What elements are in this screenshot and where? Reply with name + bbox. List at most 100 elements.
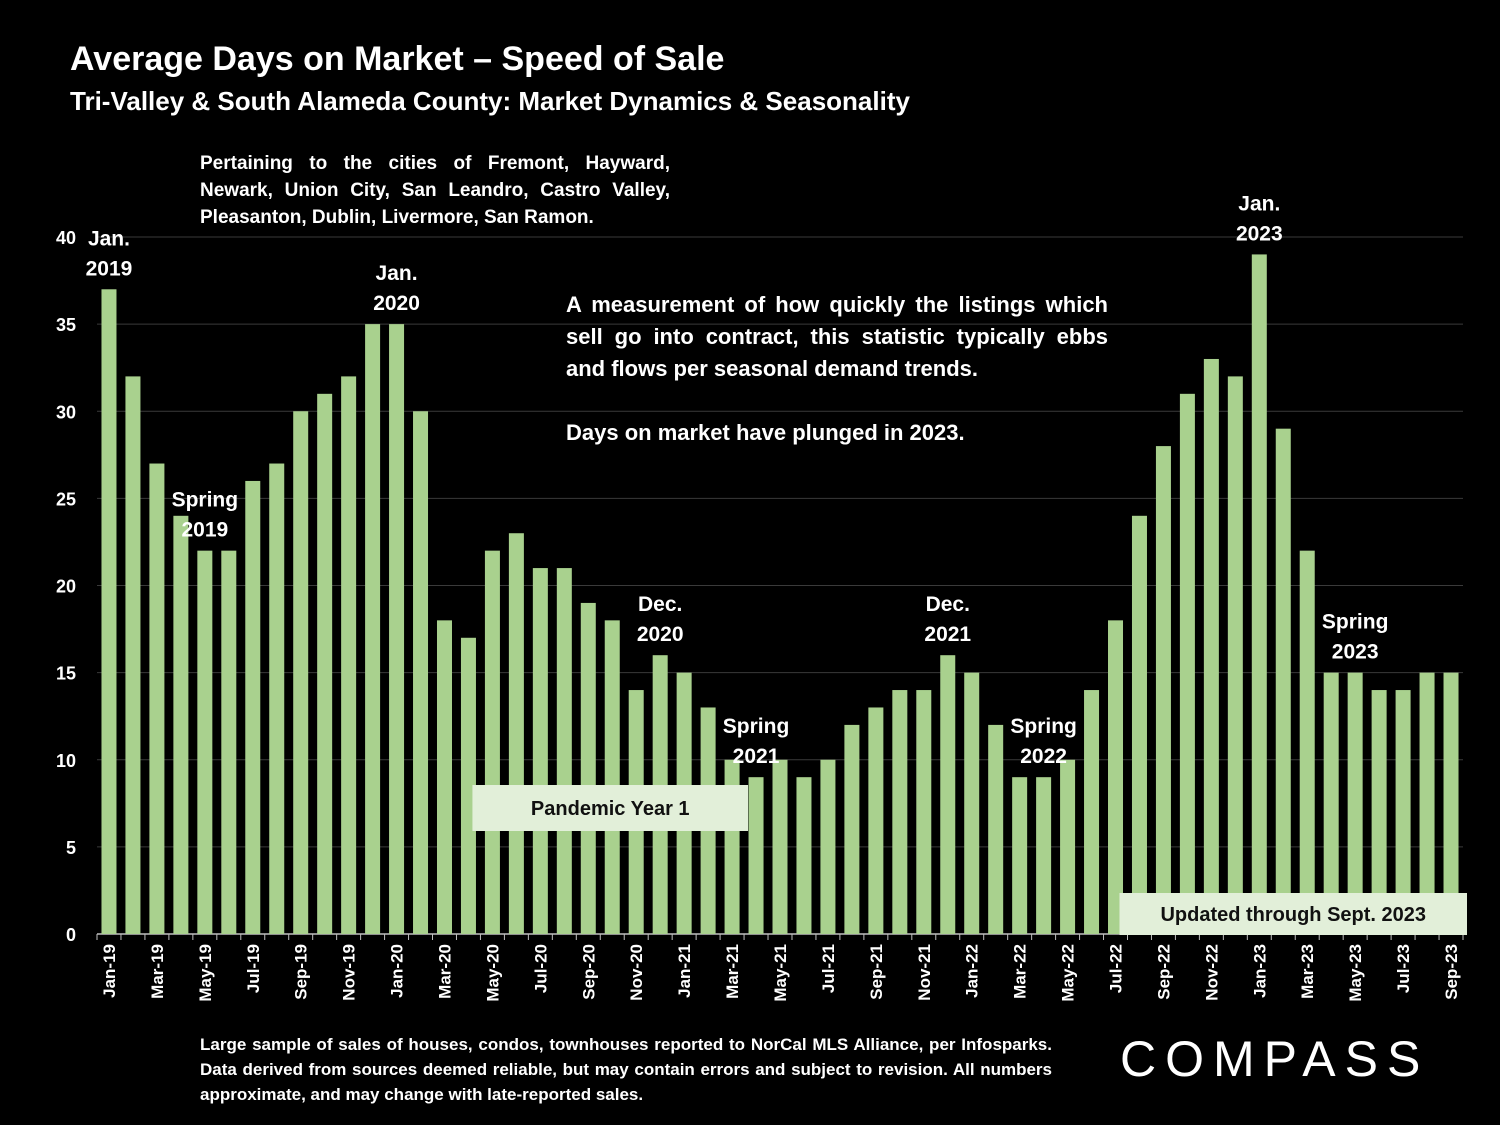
- annotation-label: Jan.: [1238, 192, 1280, 215]
- y-tick-label: 0: [66, 925, 76, 945]
- bar: [413, 411, 429, 934]
- bar: [1131, 515, 1147, 934]
- annotation-label: Dec.: [638, 593, 682, 616]
- bar: [1108, 620, 1124, 934]
- callout-box: [472, 785, 749, 831]
- x-tick-label: Jul-22: [1107, 944, 1126, 993]
- bar: [197, 550, 213, 934]
- x-tick-label: Sep-19: [292, 944, 311, 1000]
- annotation-label: Spring: [1010, 715, 1077, 738]
- x-tick-label: May-20: [483, 944, 502, 1002]
- bar: [580, 602, 596, 934]
- bar: [341, 376, 357, 934]
- x-tick-label: Sep-21: [867, 944, 886, 1000]
- x-tick-label: Nov-21: [915, 944, 934, 1001]
- annotation-label: 2022: [1020, 745, 1067, 768]
- annotation-label: 2020: [373, 292, 420, 315]
- annotation-label: Spring: [1322, 611, 1389, 634]
- bar: [892, 690, 908, 934]
- x-tick-label: May-23: [1346, 944, 1365, 1002]
- chart-title: Average Days on Market – Speed of Sale: [70, 40, 725, 78]
- annotation-label: 2019: [181, 519, 228, 542]
- bar: [556, 568, 572, 934]
- bar: [1084, 690, 1100, 934]
- bar: [1203, 358, 1219, 935]
- x-tick-label: Nov-19: [340, 944, 359, 1001]
- x-tick-label: Mar-23: [1298, 944, 1317, 999]
- bar: [748, 777, 764, 934]
- bar: [1299, 550, 1315, 934]
- annotation-label: 2019: [86, 257, 133, 280]
- y-tick-label: 15: [56, 664, 76, 684]
- bar: [916, 690, 932, 934]
- chart-subtitle: Tri-Valley & South Alameda County: Marke…: [70, 86, 910, 116]
- annotation-label: 2021: [733, 745, 780, 768]
- bar: [125, 376, 141, 934]
- x-tick-label: Jan-23: [1250, 944, 1269, 998]
- y-tick-label: 35: [56, 315, 76, 335]
- bar: [604, 620, 620, 934]
- bar: [317, 393, 333, 934]
- bar: [101, 289, 117, 934]
- x-tick-label: May-21: [771, 944, 790, 1002]
- x-tick-label: Jul-20: [531, 944, 550, 993]
- annotation-label: 2021: [924, 623, 971, 646]
- bar: [365, 324, 381, 934]
- y-tick-label: 5: [66, 838, 76, 858]
- annotation-label: Jan.: [376, 262, 418, 285]
- bar: [532, 568, 548, 934]
- bar: [484, 550, 500, 934]
- annotation-label: 2020: [637, 623, 684, 646]
- y-tick-label: 10: [56, 751, 76, 771]
- x-tick-label: Jan-19: [100, 944, 119, 998]
- bar: [173, 515, 189, 934]
- bar: [460, 637, 476, 934]
- x-tick-label: Sep-22: [1154, 944, 1173, 1000]
- x-tick-label: Mar-20: [435, 944, 454, 999]
- callout-label: Updated through Sept. 2023: [1160, 904, 1426, 926]
- bar: [1155, 446, 1171, 934]
- bar: [436, 620, 452, 934]
- y-tick-label: 30: [56, 402, 76, 422]
- x-tick-label: May-19: [196, 944, 215, 1002]
- compass-logo: COMPASS: [1120, 1031, 1430, 1087]
- annotation-label: Jan.: [88, 227, 130, 250]
- bar: [245, 480, 261, 934]
- annotation-label: Spring: [723, 715, 790, 738]
- bar: [1275, 428, 1291, 934]
- bar: [1395, 690, 1411, 934]
- bar: [1036, 777, 1052, 934]
- bar: [1179, 393, 1195, 934]
- cities-note: Pertaining to the cities of Fremont, Hay…: [200, 153, 670, 228]
- bar: [293, 411, 309, 934]
- bar: [1060, 759, 1076, 934]
- callout-label: Pandemic Year 1: [531, 798, 690, 820]
- x-tick-label: Sep-20: [579, 944, 598, 1000]
- x-tick-label: Jul-21: [819, 944, 838, 993]
- bar: [221, 550, 237, 934]
- x-tick-label: Sep-23: [1442, 944, 1461, 1000]
- x-tick-label: Mar-22: [1011, 944, 1030, 999]
- x-tick-label: Jul-19: [244, 944, 263, 993]
- x-tick-label: Mar-21: [723, 944, 742, 999]
- bar: [1443, 672, 1459, 934]
- bar: [1347, 672, 1363, 934]
- annotation-label: Spring: [172, 489, 239, 512]
- bar: [389, 324, 405, 934]
- x-tick-label: Jan-20: [388, 944, 407, 998]
- y-tick-label: 25: [56, 489, 76, 509]
- x-tick-label: Nov-22: [1202, 944, 1221, 1001]
- x-tick-label: Jan-21: [675, 944, 694, 998]
- bar: [1419, 672, 1435, 934]
- chart-description-2: Days on market have plunged in 2023.: [566, 420, 965, 445]
- bar: [820, 759, 836, 934]
- x-tick-label: Nov-20: [627, 944, 646, 1001]
- bar: [1251, 254, 1267, 935]
- bar: [149, 463, 165, 934]
- callout-box: [1119, 893, 1467, 935]
- y-tick-label: 40: [56, 228, 76, 248]
- bar: [508, 533, 524, 934]
- y-tick-label: 20: [56, 577, 76, 597]
- bar: [964, 672, 980, 934]
